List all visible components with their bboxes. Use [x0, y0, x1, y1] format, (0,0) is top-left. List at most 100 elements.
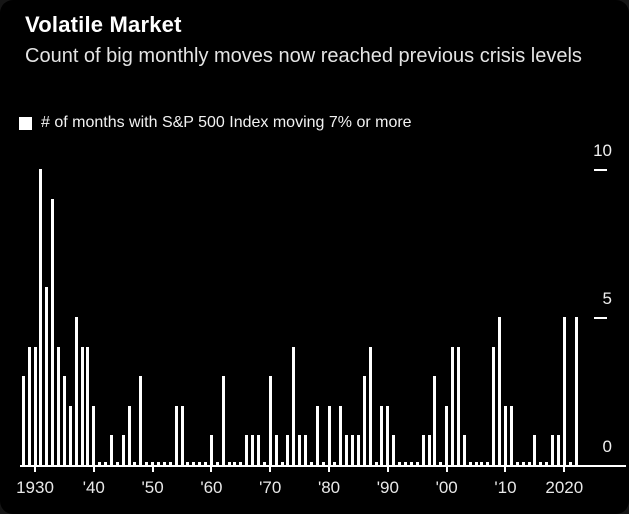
bar-1935: [62, 376, 66, 465]
x-tick-label-1950: '50: [141, 478, 164, 497]
bar-1986: [362, 376, 366, 465]
bar-2015: [533, 435, 537, 465]
bar-1994: [409, 462, 413, 465]
x-tick-mark-2020: [563, 467, 566, 472]
bar-1950: [151, 462, 155, 465]
x-tick-mark-1980: [328, 467, 331, 472]
x-axis-line: [20, 465, 626, 467]
bar-1972: [280, 462, 284, 465]
bar-1989: [380, 406, 384, 465]
bar-1934: [57, 347, 61, 465]
bar-1963: [227, 462, 231, 465]
x-tick-mark-1940: [92, 467, 95, 472]
bar-1931: [39, 169, 43, 465]
bar-1940: [92, 406, 96, 465]
bar-2010: [503, 406, 507, 465]
bar-2012: [515, 462, 519, 465]
bar-2000: [445, 406, 449, 465]
bar-1961: [215, 462, 219, 465]
y-tick-label-5: 5: [602, 289, 612, 308]
x-tick-label-1970: '70: [259, 478, 282, 497]
bar-2009: [498, 317, 502, 465]
bar-1948: [139, 376, 143, 465]
bar-1947: [133, 462, 137, 465]
x-tick-mark-2010: [504, 467, 507, 472]
bar-1969: [262, 462, 266, 465]
bar-1968: [256, 435, 260, 465]
bar-2001: [451, 347, 455, 465]
bar-2022: [574, 317, 578, 465]
bar-1978: [315, 406, 319, 465]
x-tick-mark-1970: [269, 467, 272, 472]
x-tick-label-1990: '90: [376, 478, 399, 497]
x-tick-mark-1990: [386, 467, 389, 472]
bar-2013: [521, 462, 525, 465]
bar-1971: [274, 435, 278, 465]
bar-1981: [333, 462, 337, 465]
bar-2002: [456, 347, 460, 465]
bar-2004: [468, 462, 472, 465]
bar-2020: [562, 317, 566, 465]
bar-1987: [368, 347, 372, 465]
bar-1967: [251, 435, 255, 465]
x-tick-label-1940: '40: [82, 478, 105, 497]
bar-1932: [45, 287, 49, 465]
bar-1966: [245, 435, 249, 465]
bar-2014: [527, 462, 531, 465]
bar-1952: [162, 462, 166, 465]
bar-2017: [545, 462, 549, 465]
bar-2008: [492, 347, 496, 465]
bar-1929: [27, 347, 31, 465]
bar-1943: [109, 435, 113, 465]
bar-1991: [392, 435, 396, 465]
y-tick-dash-5: [594, 317, 607, 319]
bar-2005: [474, 462, 478, 465]
bar-2018: [551, 435, 555, 465]
bar-1960: [209, 435, 213, 465]
bar-1979: [321, 462, 325, 465]
bar-1962: [221, 376, 225, 465]
bar-1937: [74, 317, 78, 465]
bar-1996: [421, 435, 425, 465]
y-tick-label-10: 10: [593, 141, 612, 160]
bar-2007: [486, 462, 490, 465]
bar-1980: [327, 406, 331, 465]
x-tick-mark-1950: [151, 467, 154, 472]
bar-2003: [462, 435, 466, 465]
bar-1933: [51, 199, 55, 465]
bar-1941: [98, 462, 102, 465]
bar-1949: [145, 462, 149, 465]
x-tick-label-1930: 1930: [16, 478, 54, 497]
bar-1928: [21, 376, 25, 465]
x-tick-mark-2000: [445, 467, 448, 472]
bar-1983: [345, 435, 349, 465]
legend: # of months with S&P 500 Index moving 7%…: [19, 114, 412, 132]
bar-1995: [415, 462, 419, 465]
bar-1959: [204, 462, 208, 465]
bar-1958: [198, 462, 202, 465]
bar-1976: [304, 435, 308, 465]
bar-1977: [309, 462, 313, 465]
bar-2016: [539, 462, 543, 465]
bar-1998: [433, 376, 437, 465]
legend-label: # of months with S&P 500 Index moving 7%…: [41, 114, 412, 131]
bar-1944: [115, 462, 119, 465]
bar-1938: [80, 347, 84, 465]
bar-1930: [33, 347, 37, 465]
bar-1993: [404, 462, 407, 465]
bar-1965: [239, 462, 243, 465]
bar-1992: [398, 462, 402, 465]
bar-2019: [556, 435, 560, 465]
bar-1942: [104, 462, 108, 465]
bar-1985: [356, 435, 360, 465]
bar-1957: [192, 462, 196, 465]
y-tick-dash-10: [594, 169, 607, 171]
bar-2006: [480, 462, 484, 465]
x-tick-label-1960: '60: [200, 478, 223, 497]
x-tick-mark-1960: [210, 467, 213, 472]
legend-swatch-icon: [19, 116, 32, 130]
bar-1956: [186, 462, 190, 465]
bar-2011: [509, 406, 513, 465]
bar-1964: [233, 462, 237, 465]
